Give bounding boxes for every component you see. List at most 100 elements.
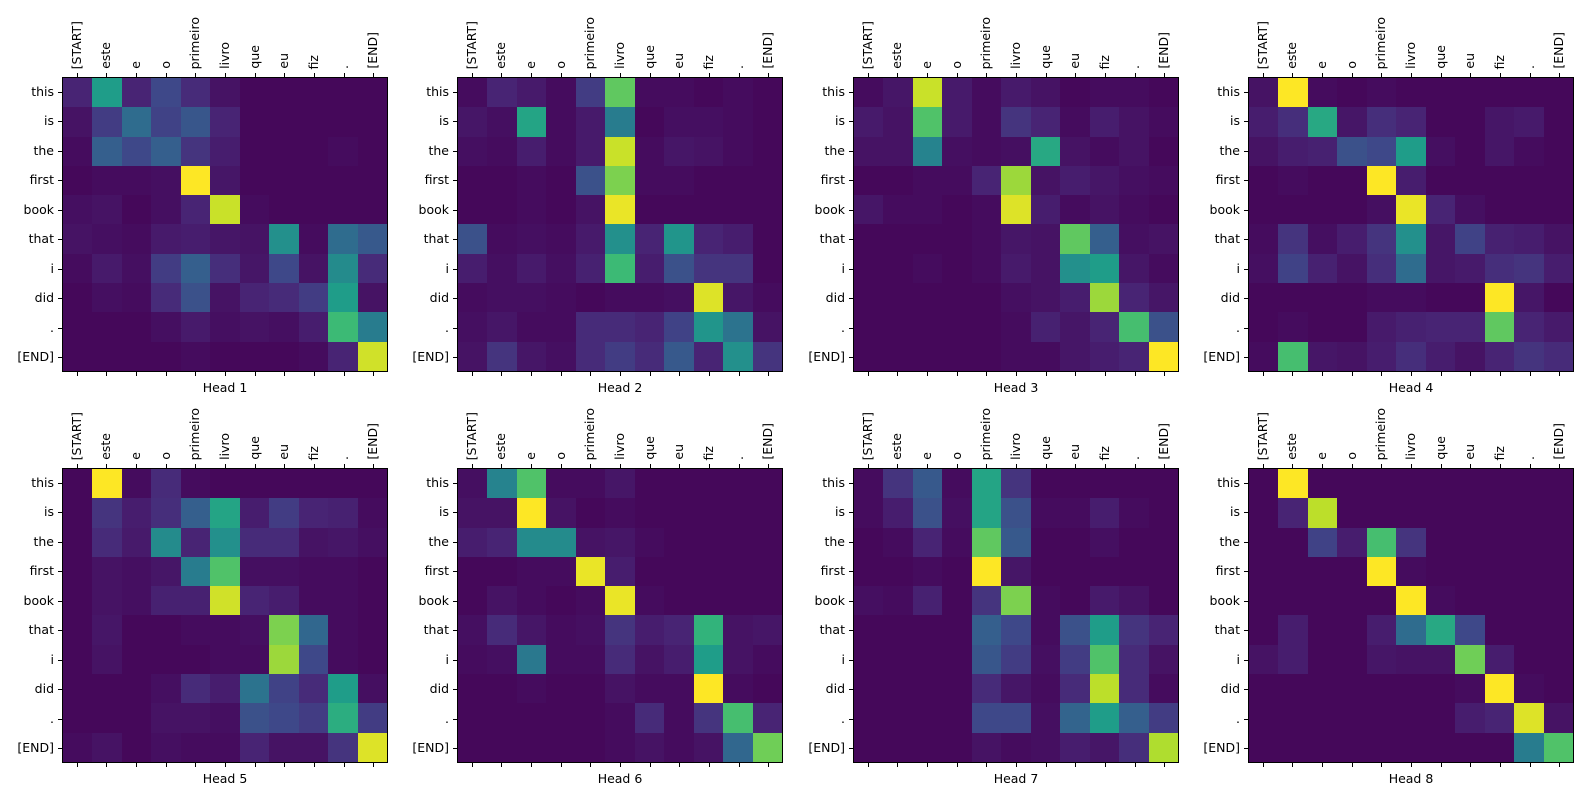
heatmap-cell xyxy=(121,195,152,225)
y-tick-label: the xyxy=(33,533,54,549)
x-tick-label: primeiro xyxy=(582,407,598,460)
heatmap-cell xyxy=(752,165,782,196)
heatmap-cell xyxy=(458,644,488,675)
heatmap-cell xyxy=(1278,341,1308,371)
heatmap-cell xyxy=(664,224,694,254)
x-tick-label: e xyxy=(523,61,539,69)
x-axis-tick-top xyxy=(195,464,197,468)
heatmap-cell xyxy=(357,165,387,196)
y-tick-label: . xyxy=(841,710,845,726)
x-axis-tick-bottom xyxy=(1262,763,1264,767)
heatmap-cell xyxy=(634,78,665,108)
heatmap-cell xyxy=(1455,556,1485,587)
x-tick-label: primeiro xyxy=(187,16,203,69)
heatmap-cell xyxy=(92,469,122,499)
x-axis-tick-top xyxy=(254,464,256,468)
x-axis-tick-bottom xyxy=(560,763,562,767)
heatmap-cell xyxy=(328,224,358,254)
heatmap-cell xyxy=(546,469,576,499)
heatmap-cell xyxy=(210,283,240,313)
heatmap-cell xyxy=(634,498,665,528)
heatmap-cell xyxy=(1001,498,1031,528)
heatmap-cell xyxy=(1089,312,1120,342)
x-axis-tick-top xyxy=(531,464,533,468)
y-tick-label: i xyxy=(841,260,845,276)
y-tick-label: that xyxy=(1214,622,1240,638)
y-axis-tick xyxy=(1244,748,1248,750)
heatmap-cell xyxy=(269,527,299,557)
x-axis-tick-top xyxy=(471,73,473,77)
y-tick-label: book xyxy=(418,201,449,217)
x-tick-label: . xyxy=(730,65,746,69)
heatmap-cell xyxy=(516,195,547,225)
heatmap-cell xyxy=(912,732,943,762)
heatmap-cell xyxy=(1514,644,1544,675)
heatmap-cell xyxy=(1119,165,1149,196)
y-axis-tick xyxy=(453,357,457,359)
heatmap-cell xyxy=(63,498,93,528)
y-axis-tick xyxy=(849,150,853,152)
heatmap-cell xyxy=(357,341,387,371)
heatmap-cell xyxy=(63,78,93,108)
x-axis-tick-bottom xyxy=(1529,372,1531,376)
heatmap-cell xyxy=(1543,469,1573,499)
heatmap-cell xyxy=(357,615,387,645)
heatmap-cell xyxy=(357,283,387,313)
heatmap-cell xyxy=(180,253,211,284)
heatmap-cell xyxy=(180,469,211,499)
x-axis-tick-top xyxy=(927,73,929,77)
heatmap-cell xyxy=(971,341,1002,371)
heatmap-cell xyxy=(1396,195,1426,225)
heatmap-cell xyxy=(1030,195,1061,225)
heatmap-cell xyxy=(239,165,270,196)
x-tick-label: [START] xyxy=(859,411,875,460)
heatmap-cell xyxy=(854,498,884,528)
heatmap-cell xyxy=(298,165,329,196)
heatmap-cell xyxy=(1249,253,1279,284)
y-tick-label: that xyxy=(423,231,449,247)
heatmap-cell xyxy=(269,224,299,254)
heatmap-cell xyxy=(883,527,913,557)
heatmap-cell xyxy=(605,469,635,499)
x-axis-tick-bottom xyxy=(501,763,503,767)
heatmap-cell xyxy=(942,136,972,166)
y-tick-label: first xyxy=(29,172,54,188)
heatmap-cell xyxy=(883,703,913,733)
heatmap-cell xyxy=(1089,586,1120,616)
heatmap-cell xyxy=(1425,615,1456,645)
heatmap-cell xyxy=(1060,732,1090,762)
heatmap-cell xyxy=(605,253,635,284)
x-tick-label: [END] xyxy=(1156,423,1172,460)
heatmap-cell xyxy=(752,498,782,528)
heatmap-cell xyxy=(1514,107,1544,137)
heatmap-cell xyxy=(516,312,547,342)
heatmap-cell xyxy=(92,165,122,196)
heatmap-cell xyxy=(239,107,270,137)
heatmap-cell xyxy=(269,136,299,166)
heatmap-cell xyxy=(239,341,270,371)
x-tick-label: e xyxy=(919,61,935,69)
heatmap-cell xyxy=(210,615,240,645)
heatmap-cell xyxy=(357,136,387,166)
y-axis-tick xyxy=(453,600,457,602)
y-axis-tick xyxy=(1244,600,1248,602)
x-axis-tick-bottom xyxy=(1322,372,1324,376)
x-tick-label: primeiro xyxy=(1373,407,1389,460)
heatmap-cell xyxy=(180,165,211,196)
heatmap-cell xyxy=(854,703,884,733)
heatmap-cell xyxy=(693,107,724,137)
x-tick-label: eu xyxy=(1067,53,1083,69)
x-axis-tick-bottom xyxy=(76,372,78,376)
heatmap-cell xyxy=(664,732,694,762)
x-tick-label: primeiro xyxy=(978,16,994,69)
x-tick-label: [START] xyxy=(1254,411,1270,460)
heatmap-cell xyxy=(487,615,517,645)
x-axis-tick-bottom xyxy=(1134,763,1136,767)
y-axis-tick xyxy=(58,659,62,661)
y-tick-label: book xyxy=(418,592,449,608)
x-axis-tick-bottom xyxy=(1104,372,1106,376)
heatmap-cell xyxy=(1089,136,1120,166)
x-axis-tick-top xyxy=(76,73,78,77)
heatmap-cell xyxy=(575,165,606,196)
heatmap-cell xyxy=(1543,195,1573,225)
